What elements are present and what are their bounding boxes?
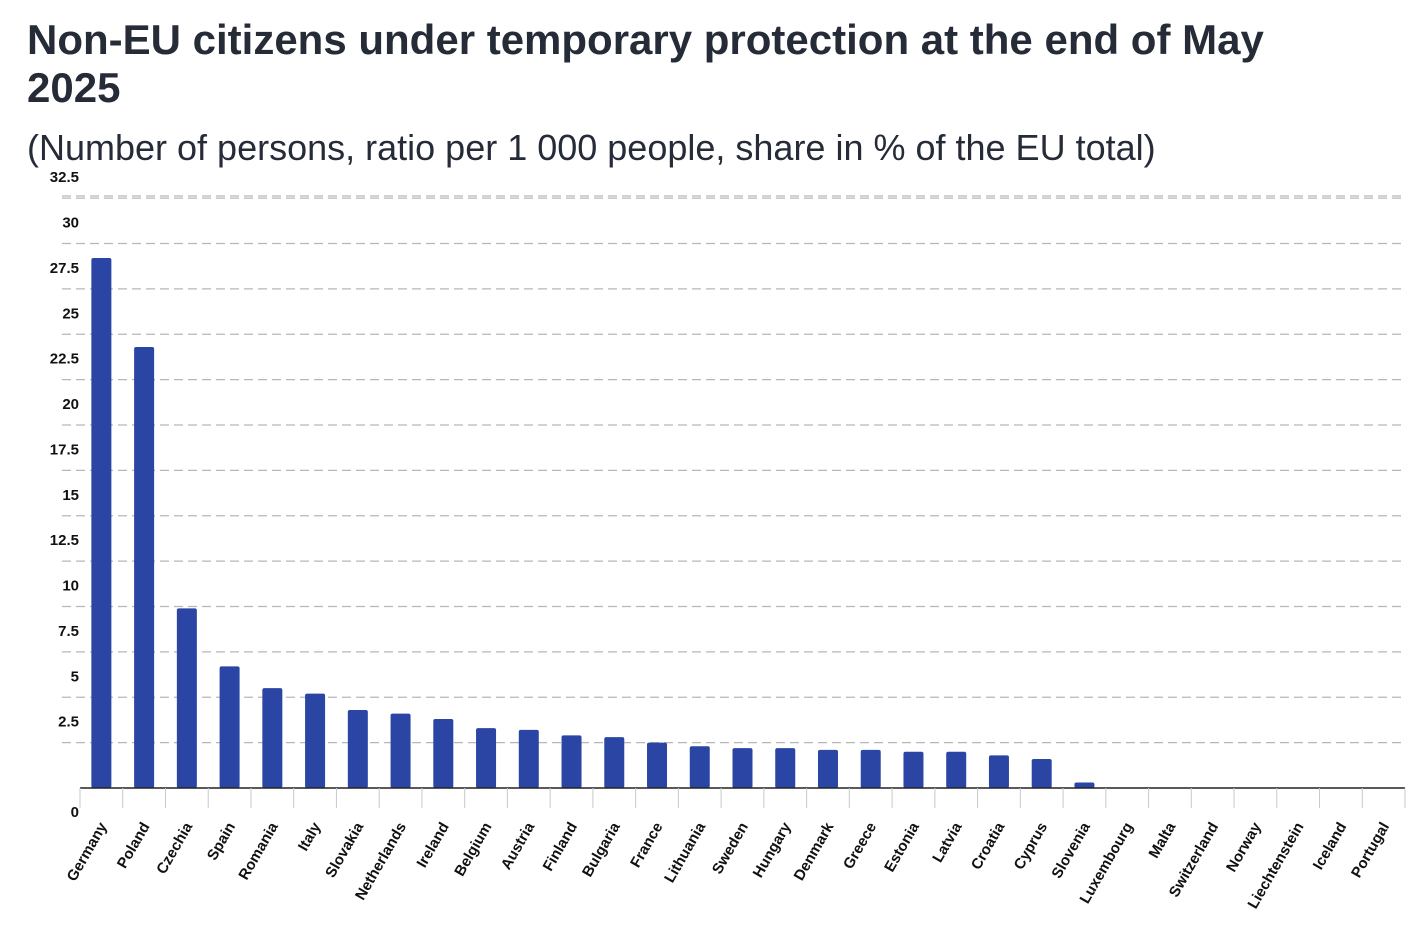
x-tick-label: Lithuania <box>661 819 709 886</box>
x-tick-label: Cyprus <box>1011 820 1052 873</box>
x-tick-label: Belgium <box>451 820 495 880</box>
y-tick-label: 0 <box>71 804 79 821</box>
x-tick-label: Slovenia <box>1048 819 1094 881</box>
x-tick-label: Denmark <box>791 819 838 884</box>
x-tick-label: Finland <box>540 820 581 875</box>
bar-czechia <box>176 608 197 788</box>
bar-lithuania <box>689 746 710 788</box>
y-tick-label: 12.5 <box>50 532 79 549</box>
x-tick-label: Norway <box>1223 819 1265 875</box>
x-tick-label: Latvia <box>929 819 966 866</box>
bar-ireland <box>433 719 454 788</box>
x-tick-label: Austria <box>498 819 539 873</box>
y-tick-label: 5 <box>71 668 79 685</box>
x-tick-label: Iceland <box>1310 820 1351 873</box>
bar-germany <box>91 258 112 788</box>
y-tick-label: 15 <box>62 487 79 504</box>
chart-title: Non-EU citizens under temporary protecti… <box>27 16 1264 111</box>
x-tick-label: Germany <box>64 819 112 884</box>
x-tick-label: Poland <box>114 820 154 872</box>
bar-belgium <box>476 728 497 788</box>
x-axis <box>79 787 1406 808</box>
bar-netherlands <box>390 713 411 788</box>
y-tick-label: 2.5 <box>58 714 79 731</box>
x-tick-label: Portugal <box>1348 820 1393 881</box>
x-tick-label: Hungary <box>750 819 795 881</box>
bar-france <box>647 742 668 788</box>
y-tick-label: 25 <box>62 305 79 322</box>
bar-austria <box>518 729 539 788</box>
y-tick-label: 22.5 <box>50 351 79 368</box>
bar-croatia <box>988 755 1009 788</box>
bar-sweden <box>732 748 753 788</box>
y-tick-label: 30 <box>62 215 79 232</box>
bar-italy <box>305 693 326 788</box>
x-tick-label: Sweden <box>709 820 752 878</box>
bar-spain <box>219 666 240 788</box>
bar-bulgaria <box>604 737 625 788</box>
bar-poland <box>134 346 155 788</box>
bar-hungary <box>775 748 796 788</box>
bar-greece <box>860 749 881 788</box>
x-tick-label: Estonia <box>881 819 923 875</box>
y-tick-label: 20 <box>62 396 79 413</box>
y-tick-label: 32.5 <box>50 169 79 186</box>
bar-slovenia <box>1074 782 1095 788</box>
bar-latvia <box>946 751 967 788</box>
y-tick-label: 27.5 <box>50 260 79 277</box>
x-tick-label: France <box>627 820 666 871</box>
bar-estonia <box>903 751 924 788</box>
bar-denmark <box>817 749 838 788</box>
x-tick-label: Ireland <box>413 820 452 871</box>
x-tick-label: Czechia <box>153 819 196 877</box>
bars <box>91 258 1095 788</box>
x-tick-label: Greece <box>840 820 880 873</box>
x-tick-label: Italy <box>295 819 325 854</box>
x-tick-label: Spain <box>204 820 239 864</box>
y-tick-label: 10 <box>62 578 79 595</box>
bar-slovakia <box>347 709 368 788</box>
bar-romania <box>262 688 283 788</box>
y-axis-ticks: 0 2.5 5 7.5 10 12.5 15 17.5 20 22.5 25 27.5 30 32.5 <box>50 169 79 821</box>
gridlines <box>62 195 1405 744</box>
x-tick-label: Malta <box>1145 819 1179 861</box>
x-tick-label: Romania <box>235 819 282 883</box>
chart-subtitle: (Number of persons, ratio per 1 000 peop… <box>27 127 1156 168</box>
x-tick-label: Bulgaria <box>579 819 624 880</box>
y-tick-label: 7.5 <box>58 623 79 640</box>
bar-cyprus <box>1031 758 1052 788</box>
y-tick-label: 17.5 <box>50 441 79 458</box>
x-tick-label: Croatia <box>968 819 1009 873</box>
x-tick-label: Slovakia <box>322 819 367 881</box>
bar-finland <box>561 735 582 788</box>
